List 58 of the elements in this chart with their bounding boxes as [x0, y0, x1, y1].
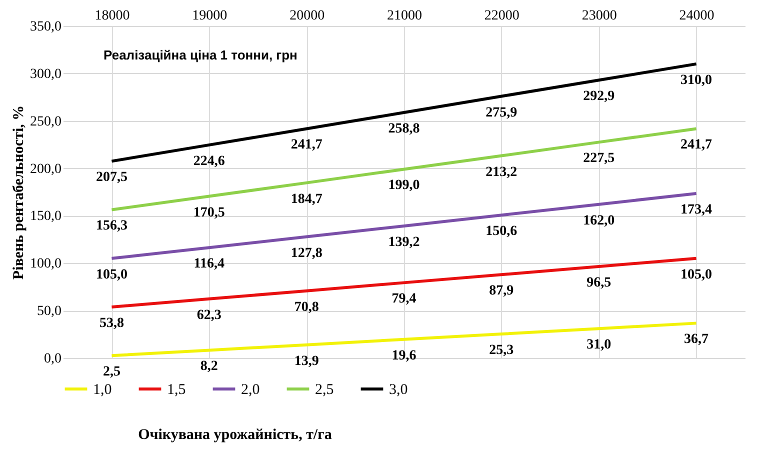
y-tick-label: 50,0 — [37, 304, 62, 320]
x-tick-label: 22000 — [484, 8, 520, 24]
y-axis-title: Рівень рентабельності, % — [11, 105, 27, 280]
x-tick-label: 20000 — [290, 8, 325, 24]
x-tick-label: 18000 — [94, 8, 130, 24]
y-tick-label: 200,0 — [30, 162, 62, 177]
data-label: 224,6 — [193, 154, 225, 169]
data-label: 184,7 — [290, 192, 322, 207]
data-label: 105,0 — [96, 267, 128, 282]
data-label: 310,0 — [680, 72, 712, 88]
data-label: 127,8 — [290, 246, 322, 261]
data-label: 156,3 — [96, 218, 128, 234]
data-label: 79,4 — [392, 292, 416, 307]
data-label: 241,7 — [680, 138, 712, 153]
data-label: 19,6 — [392, 348, 416, 364]
data-label: 292,9 — [583, 89, 615, 104]
data-label: 87,9 — [489, 284, 514, 299]
data-label: 36,7 — [684, 332, 709, 348]
data-label: 8,2 — [200, 359, 218, 374]
data-label: 150,6 — [486, 224, 518, 240]
data-label: 275,9 — [486, 105, 518, 120]
data-label: 199,0 — [388, 178, 420, 194]
data-label: 116,4 — [194, 256, 225, 272]
data-label: 227,5 — [583, 151, 615, 166]
data-label: 62,3 — [196, 308, 222, 323]
data-label: 170,5 — [193, 205, 225, 220]
data-label: 13,9 — [294, 354, 319, 369]
y-tick-label: 350,0 — [30, 20, 62, 34]
x-tick-label: 23000 — [582, 8, 617, 24]
y-tick-label: 250,0 — [30, 114, 62, 130]
legend-label: 2,5 — [315, 382, 334, 398]
data-label: 139,2 — [388, 234, 420, 250]
x-tick-label: 19000 — [192, 8, 228, 24]
data-label: 162,0 — [583, 213, 615, 228]
data-label: 25,3 — [489, 343, 514, 358]
data-label: 241,7 — [290, 138, 322, 153]
data-label: 96,5 — [586, 275, 612, 290]
data-label: 258,8 — [388, 122, 420, 137]
x-tick-label: 24000 — [679, 8, 714, 24]
data-label: 207,5 — [96, 170, 128, 186]
data-label: 2,5 — [102, 364, 120, 380]
data-label: 31,0 — [586, 338, 612, 353]
x-axis-title: Реалізаційна ціна 1 тонни, грн — [104, 48, 298, 62]
x-tick-label: 21000 — [387, 8, 422, 24]
legend-label: 1,0 — [93, 382, 112, 398]
data-label: 173,4 — [680, 202, 712, 218]
data-label: 53,8 — [99, 316, 124, 331]
data-label: 70,8 — [294, 300, 319, 315]
legend-title: Очікувана урожайність, т/га — [138, 427, 332, 443]
data-label: 213,2 — [486, 164, 518, 180]
legend-label: 2,0 — [241, 382, 260, 398]
legend-label: 1,5 — [167, 382, 186, 398]
data-label: 105,0 — [680, 267, 712, 282]
y-tick-label: 100,0 — [30, 256, 62, 272]
legend-label: 3,0 — [389, 382, 408, 398]
y-tick-label: 150,0 — [30, 209, 62, 224]
y-tick-label: 300,0 — [30, 66, 62, 82]
y-tick-label: 0,0 — [44, 352, 62, 366]
